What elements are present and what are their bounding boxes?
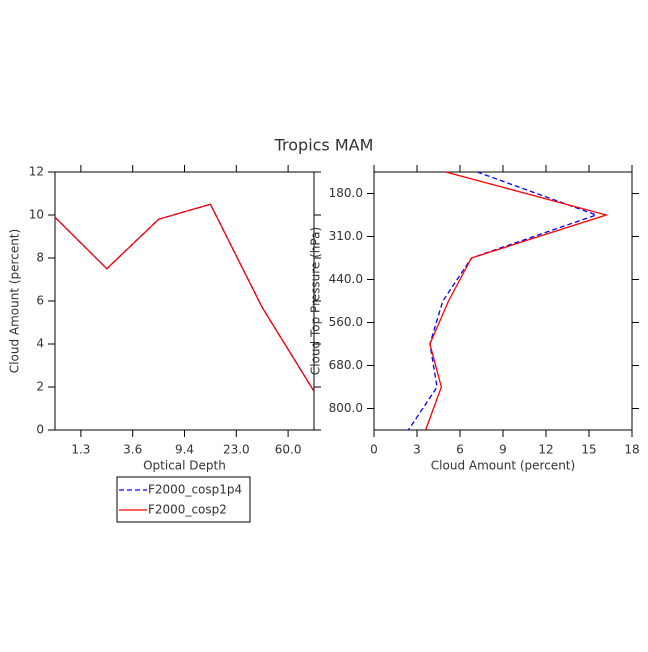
x-tick-label: 18 — [624, 443, 639, 457]
y-tick-label: 180.0 — [329, 186, 363, 200]
x-axis-label: Optical Depth — [143, 459, 226, 473]
x-tick-label: 60.0 — [275, 443, 302, 457]
series-line — [54, 203, 315, 392]
y-tick-label: 680.0 — [329, 358, 363, 372]
plot-frame — [373, 171, 633, 431]
x-axis-label: Cloud Amount (percent) — [431, 459, 575, 473]
y-tick-label: 0 — [36, 423, 44, 437]
y-tick-label: 10 — [29, 208, 44, 222]
x-tick-label: 3.6 — [123, 443, 142, 457]
x-tick-label: 23.0 — [223, 443, 250, 457]
x-tick-label: 6 — [456, 443, 464, 457]
y-tick-label: 12 — [29, 165, 44, 179]
series-line — [407, 171, 599, 431]
x-tick-label: 9.4 — [175, 443, 194, 457]
y-tick-label: 560.0 — [329, 315, 363, 329]
legend-box — [116, 476, 251, 523]
plot-frame — [54, 171, 315, 431]
x-tick-label: 1.3 — [71, 443, 90, 457]
y-tick-label: 8 — [36, 251, 44, 265]
y-tick-label: 310.0 — [329, 229, 363, 243]
series-line — [54, 203, 315, 392]
y-tick-label: 440.0 — [329, 272, 363, 286]
y-tick-label: 6 — [36, 294, 44, 308]
legend-label: F2000_cosp2 — [148, 503, 227, 517]
x-tick-label: 3 — [413, 443, 421, 457]
y-axis-label: Cloud Top Pressure (hPa) — [309, 227, 323, 375]
y-tick-label: 800.0 — [329, 401, 363, 415]
y-tick-label: 2 — [36, 380, 44, 394]
x-tick-label: 9 — [499, 443, 507, 457]
y-tick-label: 4 — [36, 337, 44, 351]
chart-title: Tropics MAM — [274, 136, 374, 155]
x-tick-label: 0 — [370, 443, 378, 457]
x-tick-label: 15 — [581, 443, 596, 457]
legend-label: F2000_cosp1p4 — [148, 483, 242, 497]
y-axis-label: Cloud Amount (percent) — [8, 229, 22, 373]
x-tick-label: 12 — [538, 443, 553, 457]
series-line — [424, 171, 609, 431]
